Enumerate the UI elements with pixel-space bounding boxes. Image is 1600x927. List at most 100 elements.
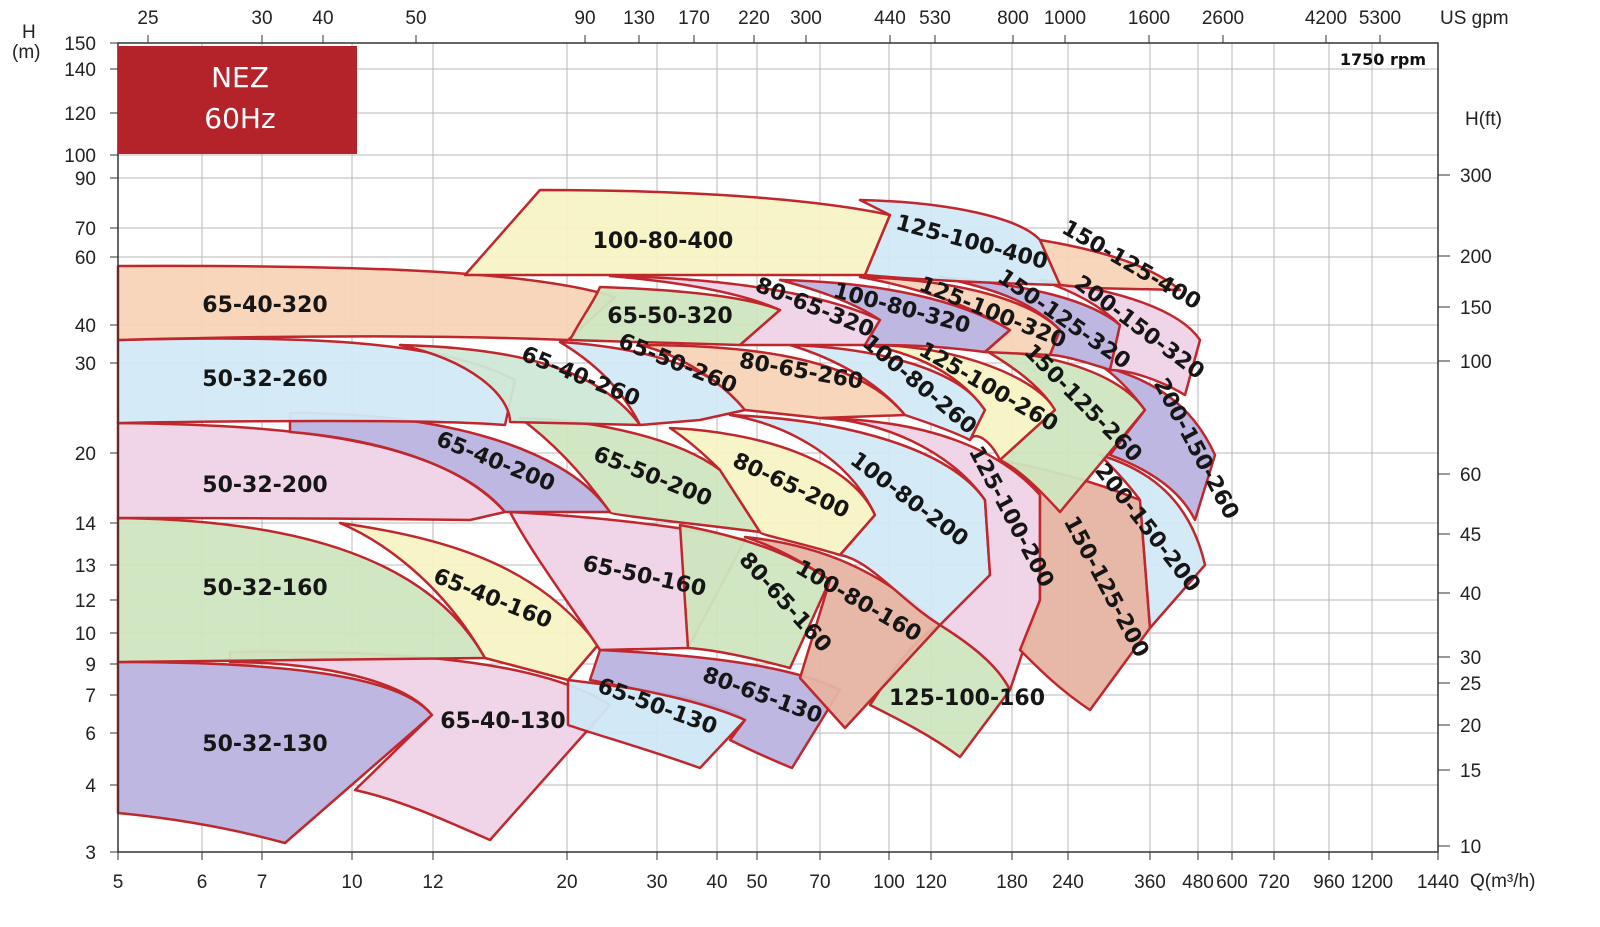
x-tick-label: 10	[341, 872, 362, 893]
x-tick-label: 1440	[1417, 872, 1459, 893]
region-label-65-40-130: 65-40-130	[440, 709, 565, 734]
region-label-65-50-320: 65-50-320	[607, 304, 732, 329]
x-tick-label: 100	[873, 872, 905, 893]
region-80-65-200	[668, 426, 877, 557]
region-label-65-40-320: 65-40-320	[202, 293, 327, 318]
x2-tick-label: 1000	[1044, 8, 1086, 29]
plot-frame	[117, 42, 1439, 853]
y2-tick-label: 60	[1460, 465, 1481, 486]
region-100-80-200	[728, 413, 992, 627]
y2-tick-label: 15	[1460, 761, 1481, 782]
y-tick-label: 40	[75, 316, 96, 337]
x-tick-label: 5	[113, 872, 124, 893]
x2-tick-label: 170	[678, 8, 710, 29]
y2-tick-label: 20	[1460, 716, 1481, 737]
y-tick-label: 140	[64, 60, 96, 81]
x2-tick-label: 5300	[1359, 8, 1401, 29]
badge-line2: 60Hz	[204, 102, 275, 135]
x2-tick-label: 1600	[1128, 8, 1170, 29]
y2-tick-label: 45	[1460, 525, 1481, 546]
x-tick-label: 1200	[1351, 872, 1393, 893]
y-tick-label: 3	[85, 843, 96, 864]
x2-tick-label: 2600	[1202, 8, 1244, 29]
y2-tick-label: 200	[1460, 247, 1492, 268]
region-150-125-260	[983, 348, 1147, 514]
y2-tick-label: 30	[1460, 648, 1481, 669]
region-label-100-80-400: 100-80-400	[593, 229, 734, 254]
y-tick-label: 30	[75, 354, 96, 375]
x2-tick-label: 40	[312, 8, 333, 29]
x-tick-label: 7	[257, 872, 268, 893]
x2-axis-title: US gpm	[1440, 8, 1509, 29]
y-tick-label: 100	[64, 146, 96, 167]
region-125-100-200	[818, 416, 1042, 692]
x2-tick-label: 25	[137, 8, 158, 29]
y-tick-label: 14	[75, 514, 97, 535]
y2-tick-label: 40	[1460, 584, 1481, 605]
x-tick-label: 50	[746, 872, 767, 893]
y-tick-label: 6	[85, 724, 96, 745]
y-tick-label: 12	[75, 591, 96, 612]
region-65-50-200	[518, 416, 762, 534]
y2-tick-label: 150	[1460, 298, 1492, 319]
x-axis-title: Q(m³/h)	[1470, 871, 1535, 892]
x-tick-label: 720	[1258, 872, 1290, 893]
y2-axis-ticks: 10 15 20 25 30 40 45 60 100 150 200 300	[1438, 166, 1492, 858]
y-tick-label: 150	[64, 34, 96, 55]
x-tick-label: 240	[1052, 872, 1084, 893]
region-label-50-32-160: 50-32-160	[202, 576, 327, 601]
x2-tick-label: 440	[874, 8, 906, 29]
region-150-125-320	[938, 275, 1122, 372]
region-label-125-100-160: 125-100-160	[889, 686, 1045, 711]
x2-tick-label: 4200	[1305, 8, 1347, 29]
y-tick-label: 90	[75, 169, 96, 190]
x2-tick-label: 90	[574, 8, 595, 29]
region-150-125-400	[1038, 238, 1182, 292]
x-tick-label: 180	[996, 872, 1028, 893]
x-tick-label: 480	[1182, 872, 1214, 893]
x-axis-ticks: 5 6 7 10 12 20 30 40 50 70 100 120 180 240 360 480 600 72…	[113, 852, 1459, 893]
x-tick-label: 12	[422, 872, 443, 893]
x2-tick-label: 300	[790, 8, 822, 29]
y-tick-label: 7	[85, 686, 96, 707]
x2-axis-ticks: 25 30 40 50 90 130 170 220 300 440 530 800 1000 1600 2…	[137, 8, 1401, 43]
region-80-65-130	[588, 648, 842, 770]
x2-tick-label: 800	[997, 8, 1029, 29]
y2-tick-label: 300	[1460, 166, 1492, 187]
x-tick-label: 6	[197, 872, 208, 893]
y-tick-label: 13	[75, 556, 96, 577]
region-label-50-32-200: 50-32-200	[202, 473, 327, 498]
x-tick-label: 20	[556, 872, 577, 893]
y-tick-label: 120	[64, 104, 96, 125]
x-tick-label: 120	[915, 872, 947, 893]
x2-tick-label: 530	[919, 8, 951, 29]
y2-tick-label: 10	[1460, 837, 1481, 858]
region-label-50-32-260: 50-32-260	[202, 367, 327, 392]
y-tick-label: 60	[75, 248, 96, 269]
y-tick-label: 70	[75, 219, 96, 240]
x-tick-label: 360	[1134, 872, 1166, 893]
x2-tick-label: 30	[251, 8, 272, 29]
y2-axis-title: H(ft)	[1465, 109, 1502, 130]
y-tick-label: 20	[75, 444, 96, 465]
y-tick-label: 10	[75, 624, 96, 645]
region-125-100-260	[868, 343, 1057, 462]
region-100-80-320	[778, 278, 1012, 354]
region-200-150-200	[1098, 453, 1207, 630]
badge-line1: NEZ	[211, 61, 269, 94]
x-tick-label: 70	[809, 872, 830, 893]
y-tick-label: 9	[85, 655, 96, 676]
x2-tick-label: 220	[738, 8, 770, 29]
region-200-150-260	[1098, 363, 1217, 522]
x2-tick-label: 50	[405, 8, 426, 29]
x-tick-label: 40	[706, 872, 727, 893]
region-label-50-32-130: 50-32-130	[202, 732, 327, 757]
x2-tick-label: 130	[623, 8, 655, 29]
region-100-80-260	[788, 343, 987, 442]
y2-tick-label: 100	[1460, 352, 1492, 373]
y-tick-label: 4	[85, 776, 96, 797]
rpm-label: 1750 rpm	[1340, 50, 1426, 69]
